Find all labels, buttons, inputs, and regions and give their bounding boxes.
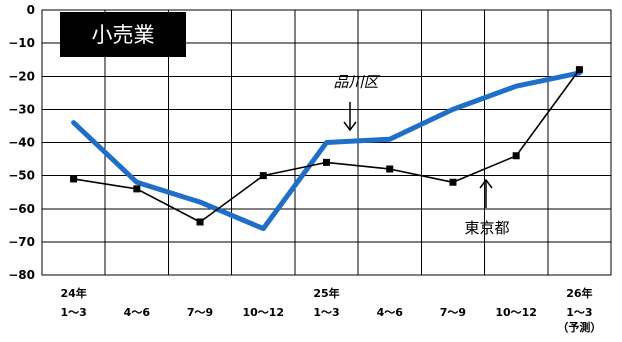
x-tick-label: 26年 <box>566 286 592 300</box>
chart-title: 小売業 <box>92 23 155 47</box>
y-tick-label: −80 <box>8 268 35 282</box>
x-tick-label: 1～3 <box>60 306 86 319</box>
data-point-tokyo <box>259 172 267 180</box>
y-tick-label: −20 <box>8 69 35 83</box>
annotation-shinagawa: 品川区 <box>333 73 380 91</box>
series-markers <box>70 66 583 226</box>
data-point-tokyo <box>196 218 204 226</box>
x-tick-label: 24年 <box>60 286 86 300</box>
title-box <box>60 12 186 57</box>
y-tick-label: −10 <box>8 36 35 50</box>
x-tick-label: 7～9 <box>440 306 466 319</box>
data-point-tokyo <box>575 66 583 74</box>
y-tick-label: −40 <box>8 136 35 150</box>
data-point-tokyo <box>70 175 78 183</box>
x-tick-label: 1～3 <box>566 306 592 319</box>
x-axis-ticks: 24年 1～3 4～6 7～9 10～12 25年 1～3 4～6 7～9 10～12 26年 1～3… <box>60 286 601 334</box>
x-tick-label: 4～6 <box>377 306 404 319</box>
plot-frame <box>41 9 612 276</box>
y-tick-label: −70 <box>8 235 35 249</box>
data-point-tokyo <box>133 185 141 193</box>
arrow-tokyo <box>479 178 493 208</box>
arrow-shinagawa <box>343 102 357 132</box>
x-tick-label: 10～12 <box>495 306 537 319</box>
x-tick-label: 1～3 <box>313 306 339 319</box>
x-tick-label: 10～12 <box>242 306 284 319</box>
series-line-shinagawa <box>71 70 582 232</box>
series-lines <box>71 68 582 232</box>
annotation-tokyo: 東京都 <box>464 219 509 237</box>
x-tick-label: 7～9 <box>187 306 213 319</box>
x-tick-label: 25年 <box>313 286 339 300</box>
x-tick-label: 4～6 <box>124 306 151 319</box>
data-point-tokyo <box>386 165 394 173</box>
y-tick-label: −50 <box>8 169 35 183</box>
data-point-tokyo <box>323 158 330 166</box>
data-point-tokyo <box>449 178 457 186</box>
data-point-tokyo <box>512 152 520 160</box>
x-tick-label: （予測） <box>557 320 601 334</box>
y-axis-ticks: 0 −10 −20 −30 −40 −50 −60 −70 −80 <box>8 3 35 282</box>
y-tick-label: 0 <box>27 3 35 17</box>
y-tick-label: −60 <box>8 202 35 216</box>
y-tick-label: −30 <box>8 102 35 116</box>
